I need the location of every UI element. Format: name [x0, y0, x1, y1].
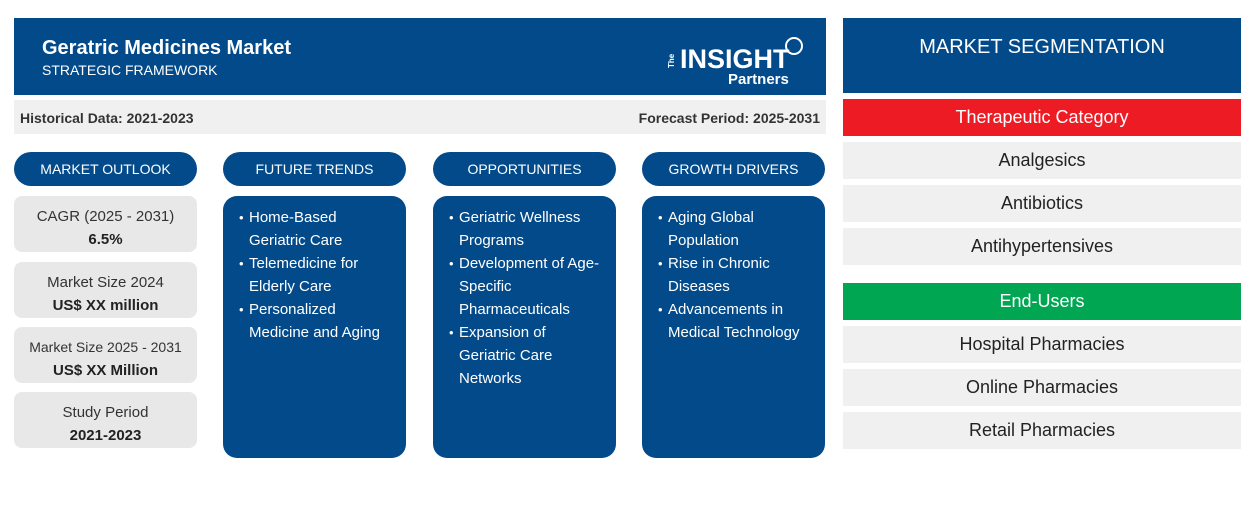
- segment-header-end-users: End-Users: [843, 283, 1241, 320]
- page-subtitle: STRATEGIC FRAMEWORK: [42, 62, 218, 78]
- forecast-period: Forecast Period: 2025-2031: [638, 110, 820, 126]
- list-item: Aging Global Population: [658, 206, 815, 252]
- list-item: Home-Based Geriatric Care: [239, 206, 396, 252]
- outlook-value: US$ XX million: [52, 297, 159, 314]
- outlook-study-period: Study Period 2021-2023: [14, 392, 197, 448]
- outlook-value: 6.5%: [88, 231, 123, 248]
- list-item: Advancements in Medical Technology: [658, 298, 815, 344]
- outlook-value: 2021-2023: [69, 427, 142, 444]
- outlook-market-size-forecast: Market Size 2025 - 2031 US$ XX Million: [14, 327, 197, 383]
- outlook-market-size-2024: Market Size 2024 US$ XX million: [14, 262, 197, 318]
- outlook-label: Market Size 2025 - 2031: [29, 339, 182, 355]
- list-item: Geriatric Wellness Programs: [449, 206, 606, 252]
- svg-text:Partners: Partners: [728, 71, 789, 86]
- period-bar: Historical Data: 2021-2023 Forecast Peri…: [14, 100, 826, 134]
- opportunities-header: OPPORTUNITIES: [433, 152, 616, 186]
- segment-item: Antihypertensives: [843, 228, 1241, 265]
- future-trends-card: Home-Based Geriatric Care Telemedicine f…: [223, 196, 406, 458]
- outlook-label: Study Period: [62, 404, 149, 421]
- segment-item: Antibiotics: [843, 185, 1241, 222]
- list-item: Personalized Medicine and Aging: [239, 298, 396, 344]
- future-trends-header: FUTURE TRENDS: [223, 152, 406, 186]
- list-item: Rise in Chronic Diseases: [658, 252, 815, 298]
- segmentation-title: MARKET SEGMENTATION: [843, 18, 1241, 93]
- segment-item: Retail Pharmacies: [843, 412, 1241, 449]
- outlook-label: CAGR (2025 - 2031): [36, 208, 175, 225]
- outlook-value: US$ XX Million: [52, 362, 158, 379]
- market-outlook-header: MARKET OUTLOOK: [14, 152, 197, 186]
- svg-text:The: The: [667, 53, 676, 68]
- outlook-cagr: CAGR (2025 - 2031) 6.5%: [14, 196, 197, 252]
- list-item: Expansion of Geriatric Care Networks: [449, 321, 606, 390]
- segment-item: Online Pharmacies: [843, 369, 1241, 406]
- insight-partners-logo: The INSIGHT Partners: [667, 37, 803, 86]
- growth-drivers-card: Aging Global Population Rise in Chronic …: [642, 196, 825, 458]
- list-item: Development of Age-Specific Pharmaceutic…: [449, 252, 606, 321]
- segment-header-therapeutic-category: Therapeutic Category: [843, 99, 1241, 136]
- svg-text:INSIGHT: INSIGHT: [680, 44, 790, 74]
- page-title: Geratric Medicines Market: [42, 37, 291, 59]
- opportunities-card: Geriatric Wellness Programs Development …: [433, 196, 616, 458]
- historical-data: Historical Data: 2021-2023: [20, 110, 194, 126]
- list-item: Telemedicine for Elderly Care: [239, 252, 396, 298]
- growth-drivers-header: GROWTH DRIVERS: [642, 152, 825, 186]
- outlook-label: Market Size 2024: [47, 274, 164, 291]
- segment-item: Analgesics: [843, 142, 1241, 179]
- header-banner: Geratric Medicines Market STRATEGIC FRAM…: [14, 18, 826, 95]
- segment-item: Hospital Pharmacies: [843, 326, 1241, 363]
